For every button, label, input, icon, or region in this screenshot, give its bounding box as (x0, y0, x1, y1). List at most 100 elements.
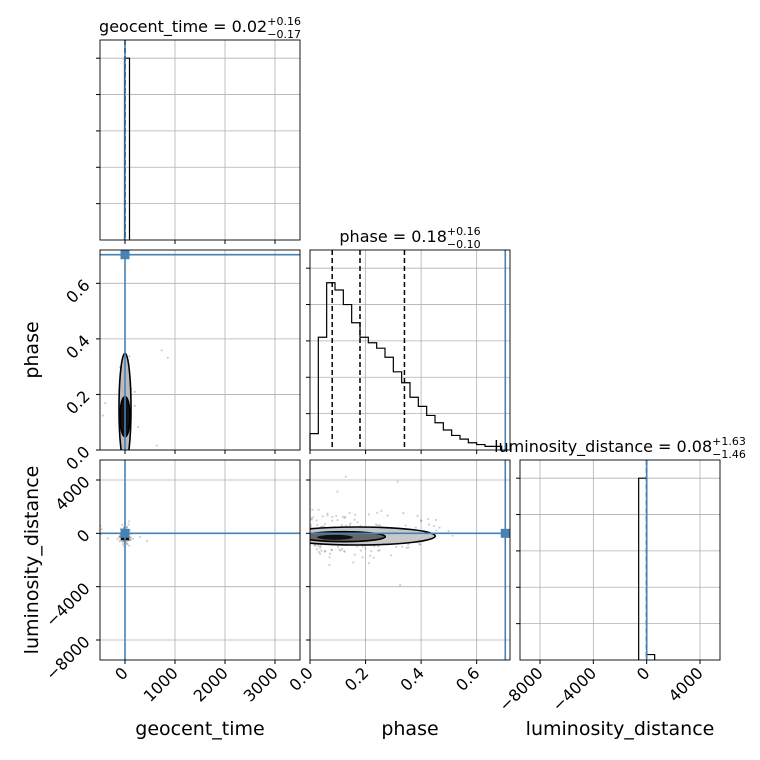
sample-point (343, 550, 346, 553)
sample-point (319, 545, 322, 548)
sample-point (324, 549, 327, 553)
sample-point (118, 535, 121, 538)
title-geocent_time: geocent_time = 0.02+0.16 (99, 15, 301, 37)
sample-point (447, 529, 450, 533)
sample-point (317, 508, 320, 511)
sample-point (128, 539, 131, 542)
y-axis-label: phase (21, 321, 43, 378)
sample-point (336, 545, 340, 549)
sample-point (396, 480, 399, 483)
panel-frame-geocent_time-phase (99, 249, 301, 451)
sample-point (310, 525, 312, 529)
sample-point (374, 523, 378, 526)
sample-point (331, 515, 334, 519)
sample-point (345, 524, 348, 527)
scatter-geocent_time-phase (101, 349, 169, 456)
sample-point (310, 517, 313, 520)
sample-point (405, 546, 408, 549)
sample-point (419, 519, 423, 522)
x-tick-label: 2000 (190, 663, 232, 705)
sample-point (419, 543, 422, 546)
sample-point (326, 514, 329, 517)
sample-point (340, 523, 344, 527)
density-core (317, 534, 353, 540)
sample-point (323, 550, 326, 553)
sample-point (331, 519, 334, 522)
sample-point (342, 550, 346, 553)
sample-point (121, 543, 125, 546)
sample-point (318, 552, 322, 555)
sample-point (353, 553, 356, 556)
sample-point (310, 518, 314, 521)
sample-point (315, 548, 319, 551)
sample-point (376, 524, 379, 527)
sample-point (336, 490, 339, 493)
sample-point (361, 556, 364, 559)
sample-point (418, 542, 421, 546)
sample-point (133, 404, 136, 408)
sample-point (378, 524, 382, 527)
y-tick-label: 0 (73, 526, 94, 547)
sample-point (414, 526, 417, 529)
sample-point (352, 561, 355, 564)
sample-point (353, 518, 356, 521)
panel-frame-phase-luminosity_distance (309, 459, 511, 661)
sample-point (127, 544, 131, 547)
y-tick-label: 0.6 (62, 276, 93, 307)
sample-point (127, 520, 131, 523)
x-tick-label: 0.6 (452, 663, 483, 694)
sample-point (354, 513, 357, 516)
sample-point (311, 508, 314, 511)
sample-point (128, 538, 131, 541)
sample-point (316, 523, 319, 527)
y-tick-label: 0.0 (62, 442, 93, 473)
sample-point (330, 549, 333, 552)
sample-point (155, 444, 158, 447)
sample-point (438, 526, 441, 529)
sample-point (356, 520, 359, 524)
sample-point (427, 517, 430, 521)
sample-point (427, 523, 431, 526)
truth-marker (500, 528, 510, 538)
x-tick-label: 4000 (665, 663, 707, 705)
panel-frame-phase-phase (309, 249, 511, 451)
sample-point (368, 554, 372, 557)
sample-point (386, 514, 389, 517)
sample-point (399, 584, 402, 587)
sample-point (76, 539, 78, 541)
title-upper-error: +1.63 (712, 435, 746, 448)
sample-point (129, 538, 132, 541)
sample-point (131, 537, 134, 540)
x-tick-label: 1000 (140, 663, 182, 705)
title-lower-error: −0.17 (267, 28, 301, 41)
x-axis-label: phase (381, 718, 438, 740)
sample-point (378, 548, 381, 552)
sample-point (338, 548, 341, 551)
sample-point (123, 454, 125, 456)
truth-marker (120, 528, 130, 538)
sample-point (129, 536, 132, 539)
sample-point (344, 475, 347, 478)
panel-frame-luminosity_distance-luminosity_distance (519, 459, 721, 661)
sample-point (310, 523, 312, 526)
sample-point (343, 516, 346, 519)
sample-point (104, 401, 107, 405)
sample-point (166, 356, 169, 359)
x-tick-label: 3000 (240, 663, 282, 705)
y-tick-label: 0.4 (62, 331, 93, 362)
x-tick-label: −8000 (495, 663, 547, 715)
title-lower-error: −1.46 (712, 448, 746, 461)
sample-point (120, 540, 123, 543)
x-axis-label: luminosity_distance (526, 718, 715, 740)
sample-point (376, 511, 379, 514)
sample-point (364, 547, 367, 550)
y-tick-label: 4000 (51, 472, 93, 514)
sample-point (121, 523, 124, 526)
sample-point (315, 519, 318, 522)
sample-point (326, 512, 329, 515)
sample-point (125, 542, 129, 545)
sample-point (317, 544, 320, 548)
sample-point (116, 537, 119, 540)
sample-point (395, 545, 398, 549)
